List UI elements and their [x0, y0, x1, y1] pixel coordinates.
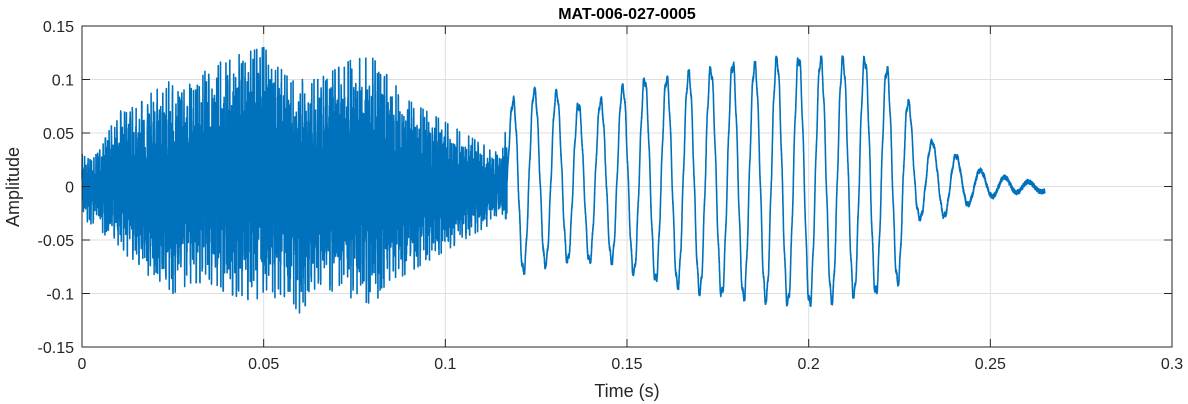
x-tick-label: 0.3 — [1161, 356, 1183, 373]
x-axis-ticks: 0 0.05 0.1 0.15 0.2 0.25 0.3 — [78, 26, 1183, 373]
y-axis-label: Amplitude — [3, 147, 23, 227]
y-tick-label: 0.1 — [52, 73, 74, 90]
x-tick-label: 0 — [78, 356, 87, 373]
x-tick-label: 0.25 — [975, 356, 1006, 373]
y-tick-label: -0.05 — [38, 233, 75, 250]
y-tick-label: 0.05 — [43, 126, 74, 143]
chart-title: MAT-006-027-0005 — [558, 6, 696, 23]
x-tick-label: 0.05 — [248, 356, 279, 373]
x-tick-label: 0.15 — [611, 356, 642, 373]
y-tick-label: -0.15 — [38, 340, 75, 357]
waveform-series — [81, 46, 1046, 314]
y-tick-label: 0.15 — [43, 19, 74, 36]
y-tick-label: 0 — [65, 180, 74, 197]
y-axis-ticks: -0.15 -0.1 -0.05 0 0.05 0.1 0.15 — [38, 19, 1172, 357]
waveform-line — [81, 46, 1046, 314]
x-axis-label: Time (s) — [594, 381, 659, 401]
x-tick-label: 0.2 — [798, 356, 820, 373]
x-tick-label: 0.1 — [434, 356, 456, 373]
y-tick-label: -0.1 — [46, 287, 74, 304]
